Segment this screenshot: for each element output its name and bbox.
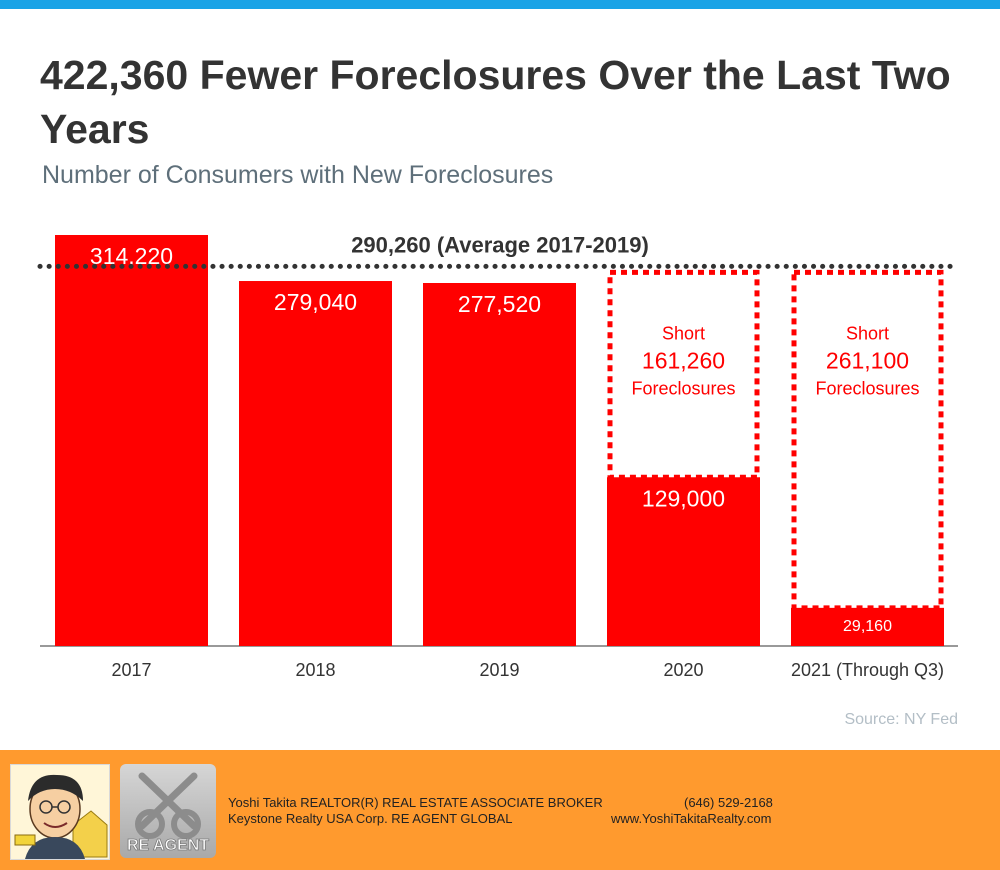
footer-banner: RE AGENT Yoshi Takita REALTOR(R) REAL ES… xyxy=(0,750,1000,870)
bar-2017 xyxy=(55,235,208,646)
shortfall-outline-2020 xyxy=(607,269,760,480)
x-tick-label-2020: 2020 xyxy=(663,660,703,680)
shortfall-label-bottom-2021: Foreclosures xyxy=(815,378,919,398)
page-title: 422,360 Fewer Foreclosures Over the Last… xyxy=(40,52,951,152)
logo-text: RE AGENT xyxy=(127,837,209,854)
shortfall-label-top-2021: Short xyxy=(846,323,889,343)
shortfall-outline-2021 xyxy=(791,269,944,611)
bar-2020 xyxy=(607,477,760,646)
data-label-2019: 277,520 xyxy=(458,291,541,317)
bar-2019 xyxy=(423,283,576,646)
data-label-2021: 29,160 xyxy=(843,618,892,635)
data-label-2020: 129,000 xyxy=(642,485,725,511)
caricature-portrait-icon xyxy=(10,764,110,860)
top-accent-bar xyxy=(0,0,1000,9)
x-tick-label-2019: 2019 xyxy=(479,660,519,680)
shortfall-amount-2020: 161,260 xyxy=(642,347,725,373)
bar-2021 xyxy=(791,607,944,646)
re-agent-logo: RE AGENT xyxy=(120,764,216,858)
shortfall-label-top-2020: Short xyxy=(662,323,705,343)
chart-subtitle: Number of Consumers with New Foreclosure… xyxy=(42,161,554,189)
company-line: Keystone Realty USA Corp. RE AGENT GLOBA… xyxy=(228,811,513,826)
source-note: Source: NY Fed xyxy=(844,711,958,728)
shortfall-amount-2021: 261,100 xyxy=(826,347,909,373)
shortfall-label-bottom-2020: Foreclosures xyxy=(631,378,735,398)
crossed-keys-icon: RE AGENT xyxy=(127,772,210,854)
website-link[interactable]: www.YoshiTakitaRealty.com xyxy=(611,811,772,826)
average-reference-label: 290,260 (Average 2017-2019) xyxy=(351,232,649,257)
phone-number: (646) 529-2168 xyxy=(684,795,773,810)
x-tick-label-2018: 2018 xyxy=(295,660,335,680)
x-tick-label-2017: 2017 xyxy=(111,660,151,680)
data-label-2018: 279,040 xyxy=(274,289,357,315)
foreclosures-bar-chart: 314,2202017279,0402018277,5202019129,000… xyxy=(37,232,961,680)
agent-name-line: Yoshi Takita REALTOR(R) REAL ESTATE ASSO… xyxy=(228,795,603,810)
x-tick-label-2021: 2021 (Through Q3) xyxy=(791,660,944,680)
bar-2018 xyxy=(239,281,392,646)
